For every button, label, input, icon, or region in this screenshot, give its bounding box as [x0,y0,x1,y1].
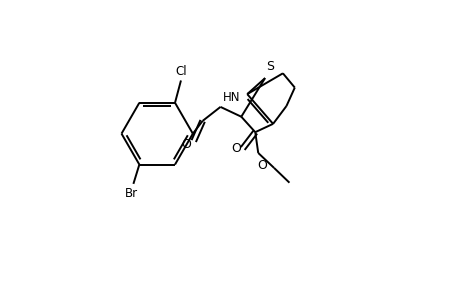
Text: O: O [231,142,241,155]
Text: O: O [256,159,266,172]
Text: O: O [181,138,191,151]
Text: S: S [266,60,274,73]
Text: Br: Br [124,187,137,200]
Text: HN: HN [222,91,240,104]
Text: Cl: Cl [175,65,187,78]
